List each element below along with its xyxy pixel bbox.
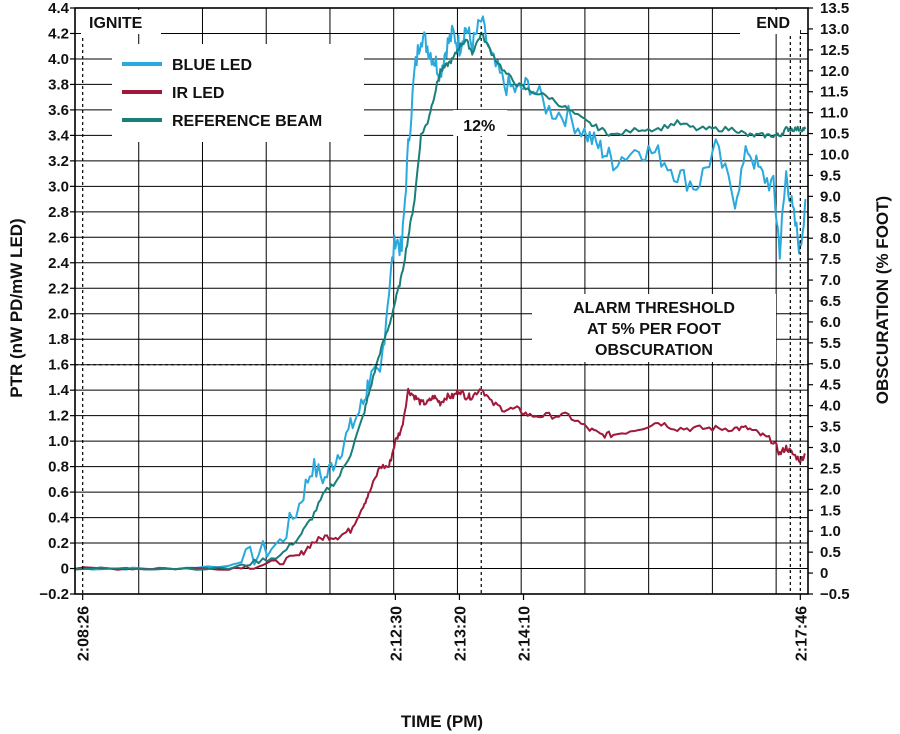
y-tick-label: 3.0 [48, 178, 69, 195]
chart-grid [75, 7, 808, 595]
threshold-label-line: ALARM THRESHOLD [573, 300, 735, 317]
legend-label: BLUE LED [172, 57, 252, 74]
y2-tick-label: 3.0 [820, 440, 841, 457]
y2-tick-label: 11.5 [820, 84, 848, 101]
y2-tick-label: 10.5 [820, 126, 849, 143]
y2-tick-label: 8.5 [820, 209, 841, 226]
y-tick-label: 4.2 [48, 25, 69, 42]
y2-tick-label: 9.0 [820, 188, 841, 205]
end-label: END [756, 15, 790, 32]
y2-tick-label: 4.0 [820, 398, 841, 415]
y-tick-label: 3.2 [48, 153, 69, 170]
marker-lines [75, 26, 808, 594]
y-tick-label: 1.6 [48, 357, 69, 374]
y-tick-label: 2.2 [48, 280, 69, 297]
y2-tick-label: 4.5 [820, 377, 841, 394]
x-tick-label: 2:08:26 [76, 606, 93, 661]
end-label-bg [740, 10, 800, 34]
series-line-ir-led [74, 387, 806, 571]
x-axis-label: TIME (PM) [401, 712, 483, 731]
y2-axis-ticks: −0.5 0 0.5 1.0 1.5 2.0 2.5 3.0 3.5 4.0 4.5 5.0 5.5 6.… [808, 0, 850, 603]
annotations: IGNITE END 12% ALARM THRESHOLD AT 5% PER FOO… [81, 10, 800, 362]
threshold-label-line: OBSCURATION [595, 342, 713, 359]
x-tick-label: 2:13:20 [452, 606, 469, 661]
y2-tick-label: 1.0 [820, 523, 841, 540]
y-tick-label: 1.4 [48, 382, 70, 399]
y2-tick-label: 5.0 [820, 356, 841, 373]
legend: BLUE LED IR LED REFERENCE BEAM [112, 44, 364, 142]
x-tick-label: 2:17:46 [793, 606, 810, 661]
y2-tick-label: 1.5 [820, 502, 841, 519]
y2-axis-label: OBSCURATION (% FOOT) [873, 196, 892, 404]
y2-tick-label: 10.0 [820, 147, 849, 164]
y-tick-label: 0.4 [48, 510, 70, 527]
y-tick-label: 4.4 [48, 0, 70, 17]
y-tick-label: 3.4 [48, 127, 70, 144]
y2-tick-label: 2.0 [820, 481, 841, 498]
y2-tick-label: 3.5 [820, 419, 841, 436]
ignite-label: IGNITE [89, 15, 143, 32]
y2-tick-label: 0 [820, 565, 828, 582]
y-tick-label: 0.6 [48, 484, 69, 501]
ignite-label-bg [81, 10, 161, 34]
threshold-label-bg [532, 294, 776, 362]
series-line-blue-led [74, 15, 807, 571]
y-tick-label: 2.8 [48, 204, 69, 221]
y-tick-label: 2.6 [48, 229, 69, 246]
y-tick-label: 2.4 [48, 255, 70, 272]
y2-tick-label: 7.5 [820, 251, 841, 268]
y-axis-ticks: −0.2 0 0.2 0.4 0.6 0.8 1.0 1.2 1.4 1.6 1.8 2.0 2.2 2.… [39, 0, 75, 603]
y-tick-label: 1.2 [48, 408, 69, 425]
y-tick-label: 4.0 [48, 51, 69, 68]
y-tick-label: 1.0 [48, 433, 69, 450]
x-axis-ticks: 2:08:26 2:12:30 2:13:20 2:14:10 2:17:46 [76, 594, 810, 661]
y2-tick-label: 5.5 [820, 335, 841, 352]
x-tick-label: 2:12:30 [388, 606, 405, 661]
y-tick-label: 0.2 [48, 535, 69, 552]
y2-tick-label: 6.5 [820, 293, 841, 310]
y2-tick-label: 2.5 [820, 460, 841, 477]
legend-label: REFERENCE BEAM [172, 113, 322, 130]
y2-tick-label: −0.5 [820, 586, 850, 603]
y2-tick-label: 8.0 [820, 230, 841, 247]
y-tick-label: 3.6 [48, 102, 69, 119]
y2-tick-label: 12.0 [820, 63, 849, 80]
threshold-label-line: AT 5% PER FOOT [587, 321, 721, 338]
series-line-reference-beam [74, 31, 807, 571]
y2-tick-label: 12.5 [820, 42, 849, 59]
y-tick-label: −0.2 [39, 586, 69, 603]
y-tick-label: 0.8 [48, 459, 69, 476]
y-axis-label: PTR (nW PD/mW LED) [7, 218, 26, 397]
y2-tick-label: 7.0 [820, 272, 841, 289]
y-tick-label: 0 [61, 561, 69, 578]
y2-tick-label: 9.5 [820, 167, 841, 184]
y2-tick-label: 13.5 [820, 0, 849, 17]
y-tick-label: 3.8 [48, 76, 69, 93]
peak-label-bg [453, 110, 508, 136]
x-tick-label: 2:14:10 [517, 606, 534, 661]
data-series [74, 15, 807, 571]
y2-tick-label: 11.0 [820, 105, 848, 122]
peak-label: 12% [463, 118, 495, 135]
legend-label: IR LED [172, 85, 224, 102]
y-tick-label: 2.0 [48, 306, 69, 323]
y2-tick-label: 13.0 [820, 21, 849, 38]
y2-tick-label: 6.0 [820, 314, 841, 331]
y-tick-label: 1.8 [48, 331, 69, 348]
y2-tick-label: 0.5 [820, 544, 841, 561]
